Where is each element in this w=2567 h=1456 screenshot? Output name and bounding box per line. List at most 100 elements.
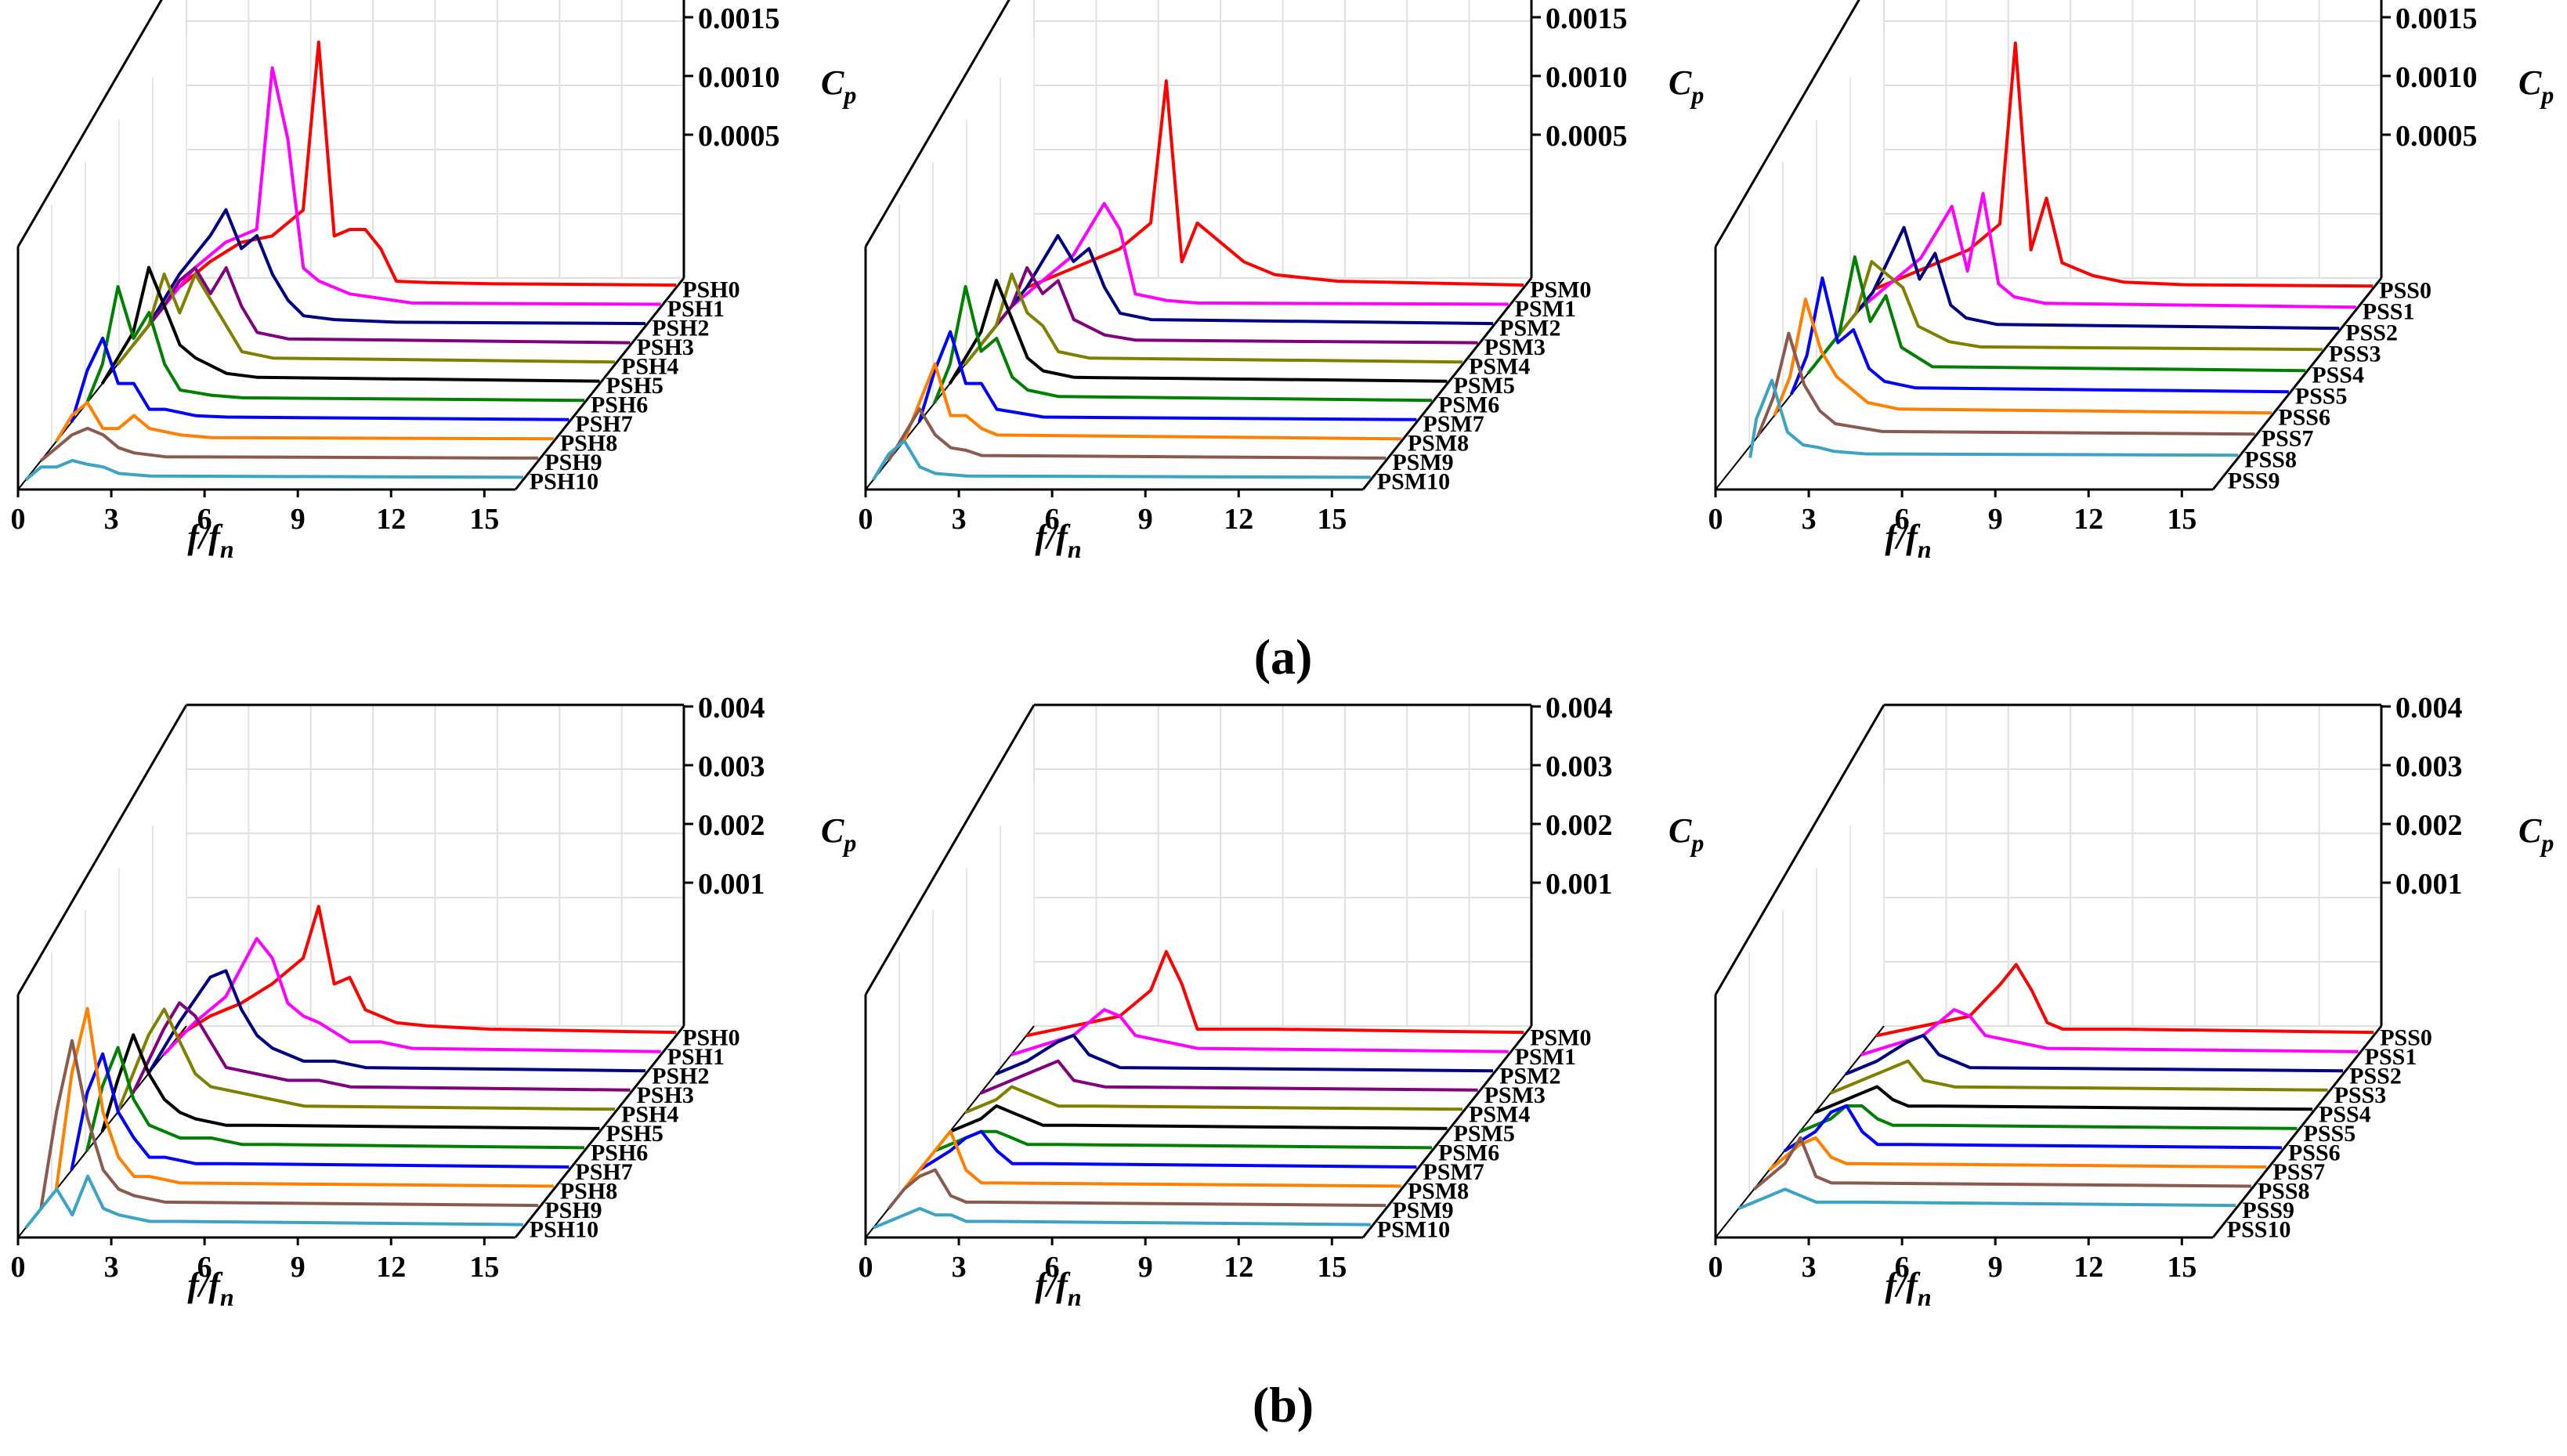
z-axis-label: Cp <box>1669 811 1704 857</box>
x-axis-label: f/fn <box>1885 518 1931 563</box>
x-tick-label: 12 <box>376 1251 406 1284</box>
series-line-PSH4 <box>116 1007 616 1114</box>
series-label: PSM2 <box>1499 1063 1560 1089</box>
series-line-PSS0 <box>1875 42 2374 291</box>
series-label: PSM4 <box>1469 353 1530 379</box>
series-label: PSH3 <box>637 334 694 360</box>
series-line-PSH1 <box>162 937 661 1057</box>
series-line-PSM10 <box>872 439 1371 481</box>
series-line-PSS6 <box>1783 1104 2283 1153</box>
series-line-PSH3 <box>131 1001 631 1094</box>
series-label: PSH8 <box>560 1179 617 1205</box>
series-lines: PSS0PSS1PSS2PSS3PSS4PSS5PSS6PSS7PSS8PSS9… <box>1737 963 2432 1243</box>
x-tick-label: 6 <box>197 503 212 536</box>
depth-axis <box>2211 1025 2383 1238</box>
series-label: PSH3 <box>637 1082 694 1108</box>
series-label: PSH10 <box>530 469 598 495</box>
series-label: PSM1 <box>1515 1044 1576 1070</box>
x-tick-label: 12 <box>1224 1251 1253 1284</box>
series-line-PSH8 <box>54 1006 554 1190</box>
series-label: PSS8 <box>2258 1179 2310 1205</box>
z-tick-label: 0.0015 <box>698 2 780 35</box>
series-lines: PSH0PSH1PSH2PSH3PSH4PSH5PSH6PSH7PSH8PSH9… <box>24 40 740 495</box>
series-label: PSH4 <box>621 1101 678 1127</box>
series-line-PSM9 <box>887 407 1387 462</box>
series-lines: PSH0PSH1PSH2PSH3PSH4PSH5PSH6PSH7PSH8PSH9… <box>24 905 740 1243</box>
series-label: PSM3 <box>1484 334 1546 360</box>
series-line-PSM9 <box>887 1168 1387 1210</box>
depth-axis <box>514 1025 685 1238</box>
x-tick-label: 12 <box>2073 1251 2103 1284</box>
z-tick-label: 0.0005 <box>698 120 780 153</box>
x-tick-label: 12 <box>2073 503 2103 536</box>
series-label: PSS1 <box>2365 1044 2417 1070</box>
x-tick-label: 9 <box>1988 1251 2003 1284</box>
x-tick-label: 15 <box>2167 1251 2196 1284</box>
series-label: PSM6 <box>1438 392 1499 418</box>
series-line-PSH5 <box>100 266 600 385</box>
depth-axis <box>514 277 685 490</box>
series-line-PSM4 <box>964 273 1463 366</box>
series-line-PSM0 <box>1025 950 1524 1038</box>
series-line-PSH7 <box>70 1052 569 1171</box>
series-line-PSH0 <box>177 40 677 289</box>
series-label: PSS4 <box>2312 363 2364 388</box>
series-line-PSM1 <box>1011 1008 1509 1057</box>
z-tick-label: 0.003 <box>698 750 765 783</box>
x-tick-label: 0 <box>859 1251 873 1284</box>
series-label: PSM10 <box>1377 1217 1450 1243</box>
z-tick-label: 0.0010 <box>698 61 780 94</box>
series-line-PSH6 <box>85 1046 585 1151</box>
series-line-PSM6 <box>934 1129 1433 1153</box>
panel-a-2: 0.00200.00150.00100.0005Cp03691215f/fnPS… <box>1708 0 2554 563</box>
x-tick-label: 0 <box>11 503 26 536</box>
series-line-PSH9 <box>40 426 539 462</box>
z-tick-label: 0.0010 <box>1546 61 1628 94</box>
x-tick-label: 3 <box>1802 503 1817 536</box>
series-label: PSS2 <box>2349 1063 2402 1089</box>
series-lines: PSM0PSM1PSM2PSM3PSM4PSM5PSM6PSM7PSM8PSM9… <box>873 950 1592 1243</box>
series-line-PSH7 <box>70 336 569 423</box>
series-label: PSS9 <box>2228 468 2280 494</box>
series-lines: PSM0PSM1PSM2PSM3PSM4PSM5PSM6PSM7PSM8PSM9… <box>872 79 1592 495</box>
series-line-PSM2 <box>994 233 1494 327</box>
x-tick-label: 12 <box>376 503 406 536</box>
grid <box>1715 0 2382 490</box>
z-tick-label: 0.001 <box>1546 868 1613 901</box>
series-line-PSH2 <box>146 208 646 327</box>
series-label: PSM0 <box>1530 1024 1591 1050</box>
series-label: PSH7 <box>575 1159 632 1185</box>
frame-top-left <box>864 704 1036 995</box>
z-tick-label: 0.0005 <box>1546 120 1628 153</box>
series-line-PSS8 <box>1748 378 2239 458</box>
x-tick-label: 6 <box>1045 503 1060 536</box>
x-tick-label: 6 <box>1895 503 1910 536</box>
z-axis-label: Cp <box>2518 63 2554 109</box>
series-line-PSM8 <box>902 1129 1401 1190</box>
panel-a-1: 0.00200.00150.00100.0005Cp03691215f/fnPS… <box>859 0 1704 563</box>
series-line-PSM3 <box>979 266 1478 347</box>
series-line-PSH1 <box>162 66 661 309</box>
series-label: PSM9 <box>1392 1198 1453 1223</box>
z-axis-label: Cp <box>2518 811 2554 857</box>
series-label: PSM5 <box>1454 373 1515 399</box>
x-tick-label: 3 <box>952 1251 967 1284</box>
series-label: PSM7 <box>1423 1159 1484 1185</box>
grid <box>17 0 685 490</box>
x-tick-label: 15 <box>1317 1251 1347 1284</box>
x-tick-label: 9 <box>291 503 306 536</box>
z-tick-label: 0.0005 <box>2395 120 2478 153</box>
series-line-PSS6 <box>1773 298 2272 417</box>
z-tick-label: 0.002 <box>2395 809 2463 842</box>
x-tick-label: 6 <box>197 1251 212 1284</box>
x-tick-label: 3 <box>952 503 967 536</box>
series-line-PSM7 <box>917 330 1417 423</box>
z-tick-label: 0.003 <box>1546 750 1613 783</box>
x-axis-label: f/fn <box>1885 1266 1931 1311</box>
series-line-PSM5 <box>948 279 1448 385</box>
series-line-PSM2 <box>995 1033 1494 1076</box>
